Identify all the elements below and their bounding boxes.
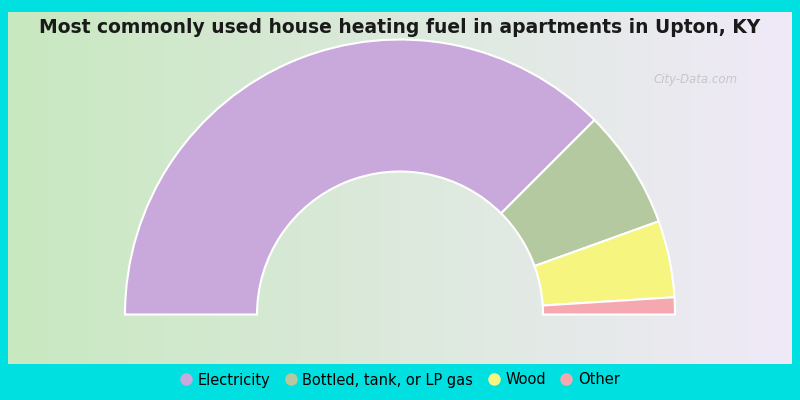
- Wedge shape: [501, 120, 658, 266]
- Wedge shape: [542, 297, 675, 314]
- Legend: Electricity, Bottled, tank, or LP gas, Wood, Other: Electricity, Bottled, tank, or LP gas, W…: [180, 372, 620, 388]
- Text: City-Data.com: City-Data.com: [654, 74, 738, 86]
- Wedge shape: [534, 221, 674, 306]
- Wedge shape: [125, 40, 594, 314]
- Text: Most commonly used house heating fuel in apartments in Upton, KY: Most commonly used house heating fuel in…: [39, 18, 761, 37]
